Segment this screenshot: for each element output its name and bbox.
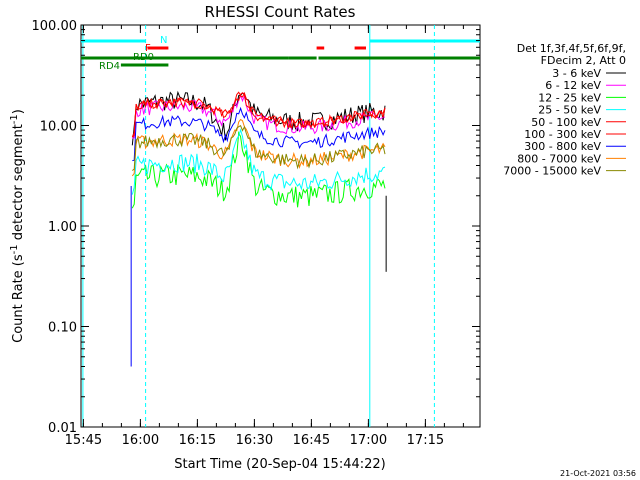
- flag-label-rd0: RD0: [133, 52, 154, 63]
- y-tick-label: 0.10: [48, 321, 77, 336]
- x-tick-label: 15:45: [65, 433, 102, 448]
- legend-label: 800 - 7000 keV: [517, 152, 601, 165]
- x-tick-label: 17:15: [407, 433, 444, 448]
- timestamp: 21-Oct-2021 03:56: [560, 469, 636, 478]
- y-tick-label: 0.01: [48, 421, 77, 436]
- x-tick-label: 16:15: [179, 433, 216, 448]
- y-axis-label: Count Rate (s-1 detector segment-1): [9, 109, 26, 343]
- flag-label-f: F: [145, 43, 151, 54]
- chart-title: RHESSI Count Rates: [205, 3, 356, 21]
- legend: Det 1f,3f,4f,5f,6f,9f, FDecim 2, Att 0 3…: [503, 42, 626, 178]
- legend-header-line1: Det 1f,3f,4f,5f,6f,9f,: [517, 42, 626, 55]
- series-line-2: [131, 130, 386, 209]
- y-tick-label: 100.00: [32, 19, 78, 34]
- series-line-3: [131, 128, 386, 195]
- y-tick-label: 1.00: [48, 220, 77, 235]
- x-axis-ticks: 15:45 16:00 16:15 16:30 16:45 17:00 17:15: [65, 25, 464, 448]
- series-line-4: [131, 92, 386, 137]
- flag-label-n: N: [160, 35, 167, 46]
- legend-label: 100 - 300 keV: [524, 128, 601, 141]
- legend-label: 25 - 50 keV: [538, 104, 601, 117]
- x-axis-label: Start Time (20-Sep-04 15:44:22): [174, 457, 385, 472]
- legend-label: 50 - 100 keV: [531, 116, 601, 129]
- legend-header-line2: FDecim 2, Att 0: [541, 54, 626, 67]
- x-tick-label: 16:00: [122, 433, 159, 448]
- flag-label-rd4: RD4: [99, 61, 120, 72]
- legend-label: 12 - 25 keV: [538, 91, 601, 104]
- series-lines: [130, 90, 387, 367]
- series-line-6: [132, 106, 386, 162]
- vertical-markers: [82, 25, 435, 427]
- legend-label: 3 - 6 keV: [552, 67, 601, 80]
- plot-frame: [80, 24, 481, 428]
- series-line-8: [132, 124, 386, 171]
- x-tick-label: 17:00: [350, 433, 387, 448]
- x-tick-label: 16:30: [236, 433, 273, 448]
- legend-label: 6 - 12 keV: [545, 79, 601, 92]
- series-line-5: [132, 91, 386, 138]
- legend-label: 300 - 800 keV: [524, 140, 601, 153]
- y-tick-label: 10.00: [40, 120, 77, 135]
- y-axis-ticks: 100.00 10.00 1.00 0.10 0.01: [32, 19, 480, 436]
- x-tick-label: 16:45: [293, 433, 330, 448]
- legend-label: 7000 - 15000 keV: [503, 165, 601, 178]
